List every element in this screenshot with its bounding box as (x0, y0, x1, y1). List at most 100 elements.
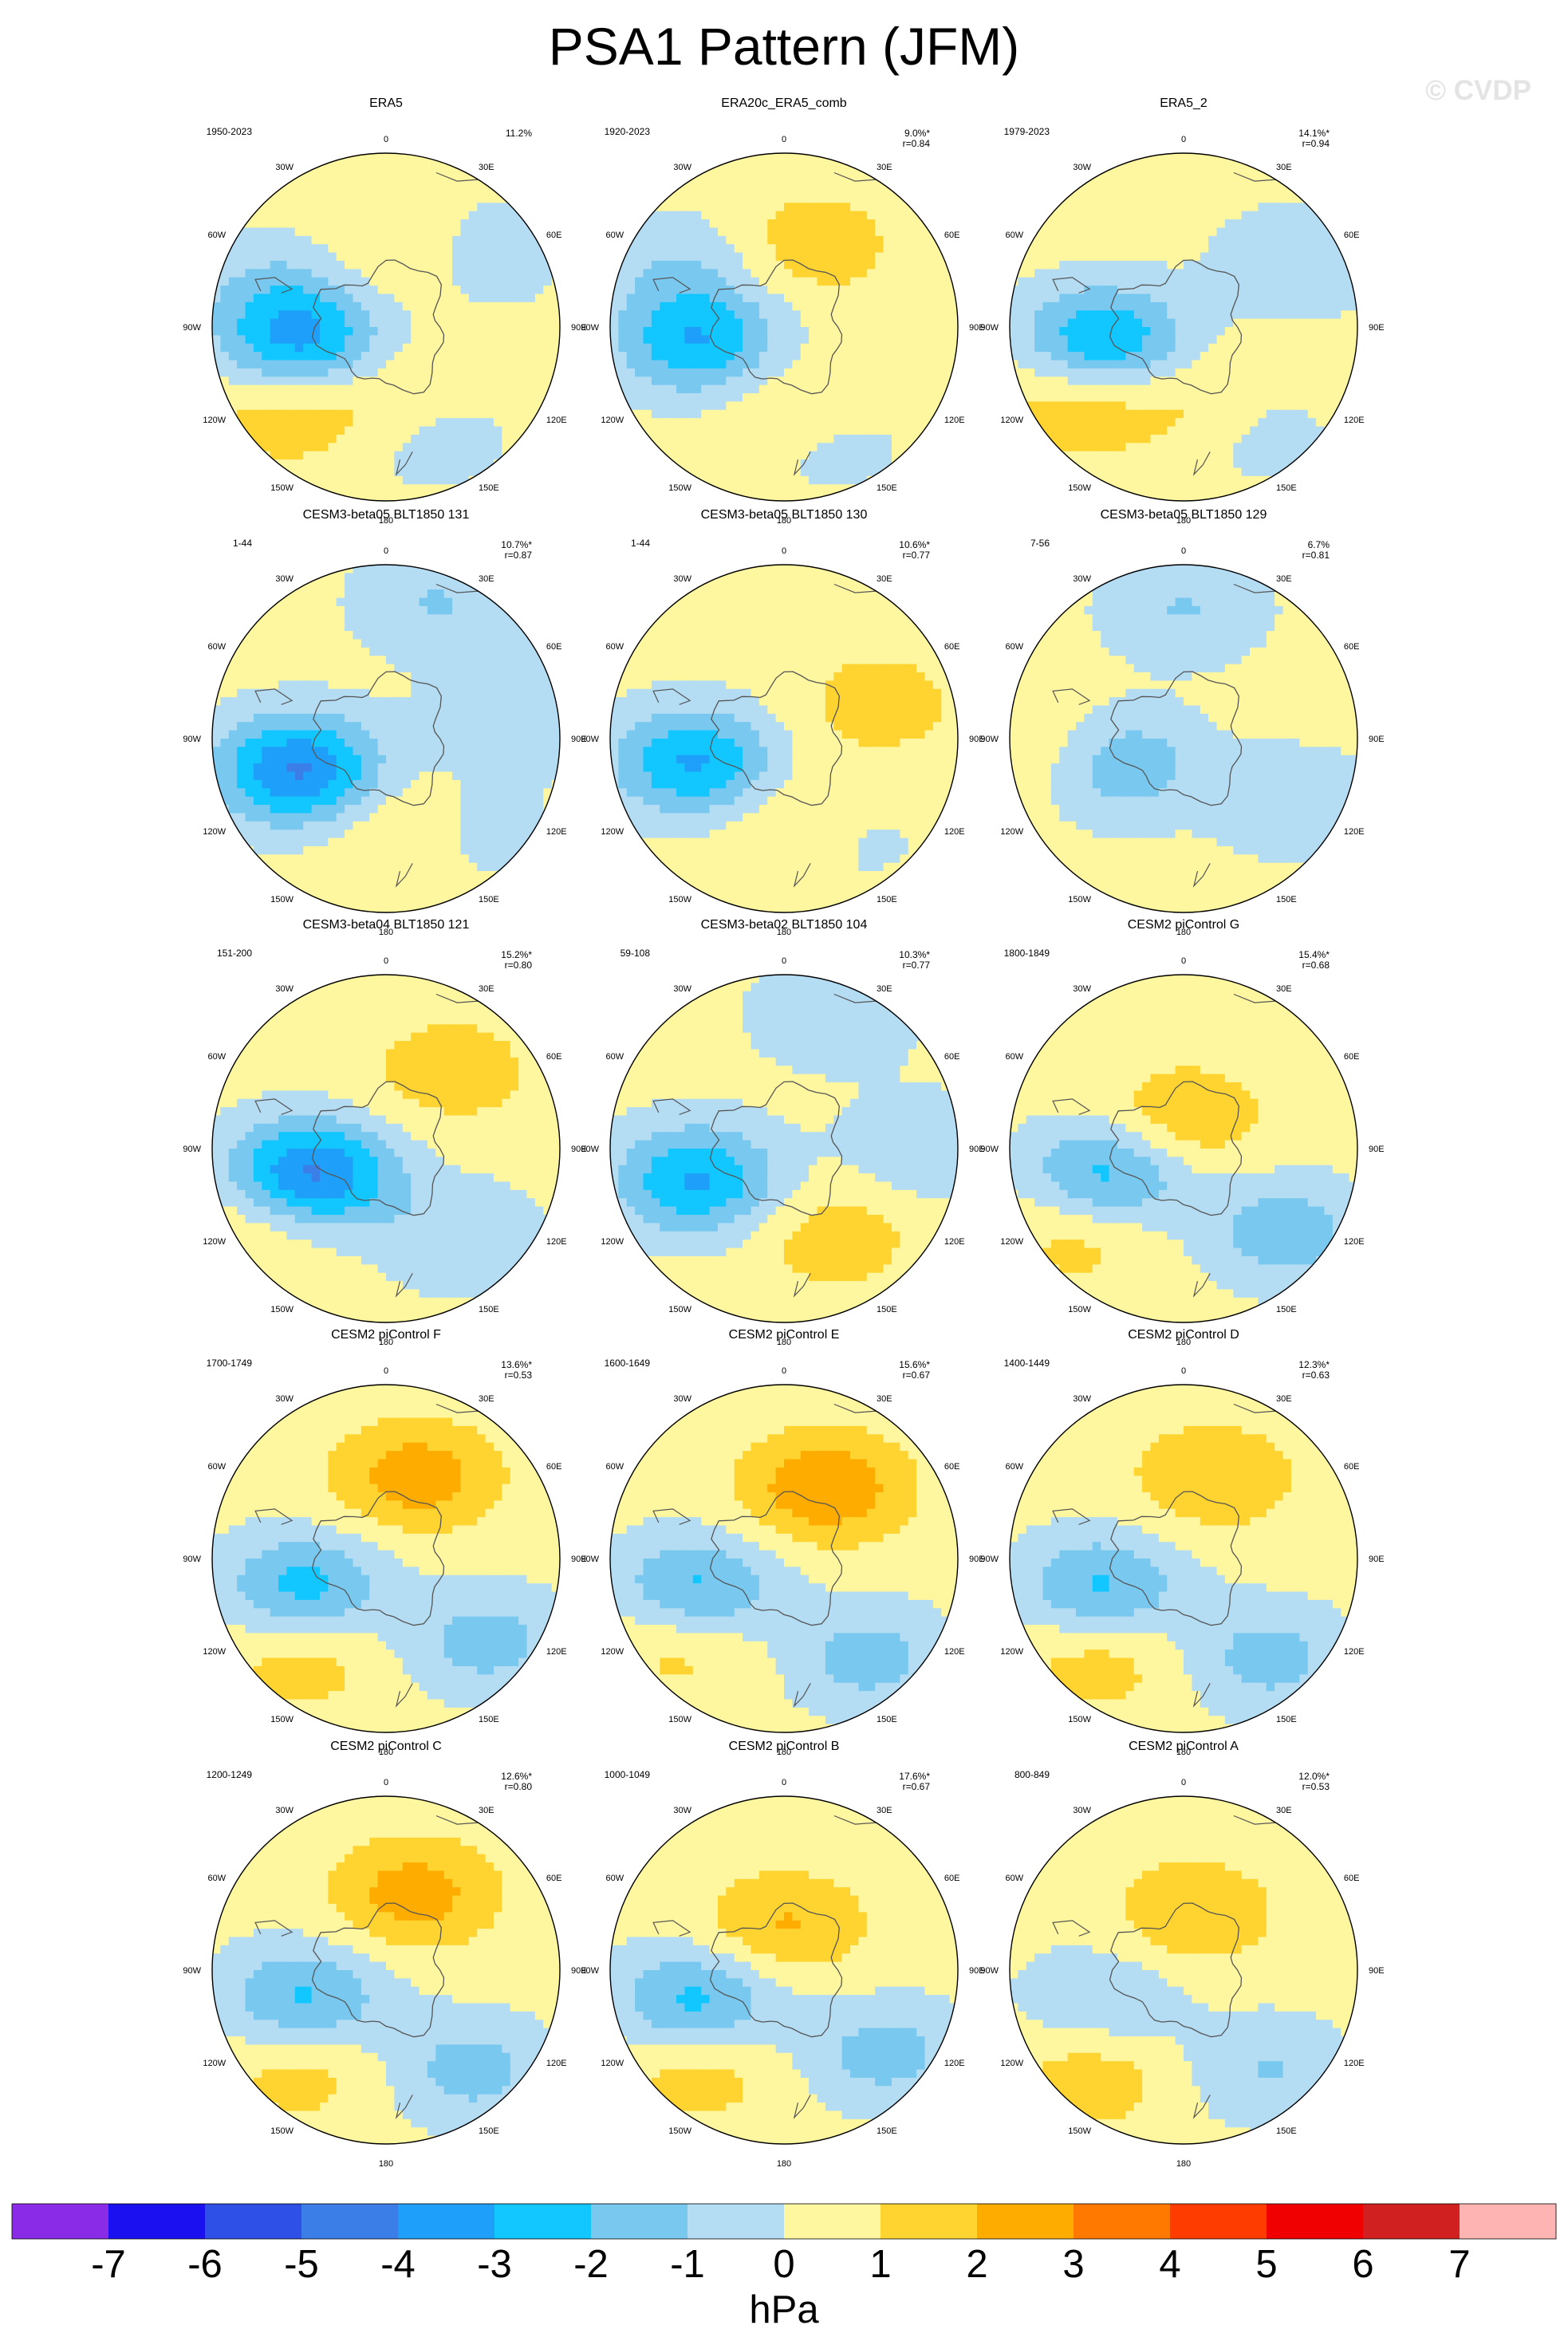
heatmap-cell (345, 368, 354, 377)
heatmap-cell (743, 409, 752, 419)
heatmap-cell (360, 443, 370, 452)
heatmap-cell (1150, 277, 1160, 286)
heatmap-cell (784, 219, 793, 229)
heatmap-cell (850, 286, 860, 295)
heatmap-cell (758, 426, 768, 435)
heatmap-cell (1266, 203, 1275, 212)
heatmap-cell (1290, 203, 1300, 212)
heatmap-cell (1233, 244, 1243, 254)
heatmap-cell (212, 194, 221, 203)
heatmap-cell (377, 409, 387, 419)
heatmap-cell (1076, 376, 1085, 386)
heatmap-cell (949, 161, 958, 171)
heatmap-cell (751, 393, 760, 403)
heatmap-cell (1125, 161, 1135, 171)
heatmap-cell (1184, 310, 1192, 320)
heatmap-cell (245, 286, 254, 295)
heatmap-cell (1010, 343, 1018, 353)
heatmap-cell (386, 244, 395, 254)
heatmap-cell (493, 252, 502, 262)
heatmap-cell (1076, 352, 1085, 361)
heatmap-cell (1274, 235, 1284, 245)
heatmap-cell (1241, 244, 1251, 254)
heatmap-cell (1018, 153, 1027, 162)
heatmap-cell (908, 194, 917, 203)
heatmap-cell (394, 376, 404, 386)
heatmap-cell (1042, 352, 1052, 361)
heatmap-cell (1076, 409, 1085, 419)
heatmap-cell (1224, 335, 1234, 345)
heatmap-cell (850, 161, 860, 171)
heatmap-cell (237, 443, 246, 452)
heatmap-cell (660, 294, 669, 303)
heatmap-cell (908, 409, 917, 419)
heatmap-cell (237, 260, 246, 270)
heatmap-cell (1117, 384, 1126, 394)
heatmap-cell (1092, 426, 1101, 435)
heatmap-cell (1092, 310, 1101, 320)
heatmap-cell (825, 269, 834, 278)
heatmap-cell (1018, 335, 1027, 345)
heatmap-cell (1316, 301, 1326, 311)
heatmap-cell (817, 393, 826, 403)
heatmap-cell (427, 409, 436, 419)
heatmap-cell (866, 294, 876, 303)
heatmap-cell (941, 434, 951, 443)
heatmap-cell (891, 384, 900, 394)
heatmap-cell (452, 409, 462, 419)
heatmap-cell (1150, 368, 1160, 377)
heatmap-cell (328, 194, 337, 203)
heatmap-cell (916, 318, 926, 328)
heatmap-cell (1034, 227, 1044, 237)
heatmap-cell (345, 434, 354, 443)
heatmap-cell (1175, 294, 1184, 303)
heatmap-cell (1184, 260, 1192, 270)
heatmap-cell (1282, 368, 1292, 377)
heatmap-cell (1125, 301, 1135, 311)
heatmap-cell (850, 318, 860, 328)
heatmap-cell (1290, 368, 1300, 377)
heatmap-cell (1258, 409, 1267, 419)
heatmap-cell (311, 211, 321, 220)
heatmap-cell (468, 294, 478, 303)
heatmap-cell (526, 434, 536, 443)
heatmap-cell (303, 401, 313, 411)
heatmap-cell (270, 244, 279, 254)
heatmap-cell (676, 310, 686, 320)
heatmap-cell (377, 203, 387, 212)
heatmap-cell (825, 235, 834, 245)
heatmap-cell (1034, 260, 1044, 270)
heatmap-cell (543, 451, 553, 460)
heatmap-cell (775, 318, 785, 328)
heatmap-cell (709, 269, 719, 278)
heatmap-cell (411, 178, 420, 187)
heatmap-cell (692, 384, 702, 394)
heatmap-cell (1324, 401, 1334, 411)
heatmap-cell (311, 343, 321, 353)
heatmap-cell (1158, 368, 1168, 377)
heatmap-cell (212, 401, 221, 411)
heatmap-cell (734, 384, 743, 394)
heatmap-cell (485, 260, 494, 270)
heatmap-cell (1233, 269, 1243, 278)
heatmap-cell (1241, 294, 1251, 303)
heatmap-cell (717, 418, 727, 428)
heatmap-cell (817, 211, 826, 220)
lon-label: 90E (969, 323, 985, 333)
heatmap-cell (212, 294, 221, 303)
heatmap-cell (676, 286, 686, 295)
heatmap-cell (468, 269, 478, 278)
heatmap-cell (443, 426, 453, 435)
heatmap-cell (1274, 203, 1284, 212)
heatmap-cell (734, 244, 743, 254)
heatmap-cell (502, 235, 511, 245)
heatmap-cell (510, 475, 519, 485)
heatmap-cell (841, 203, 851, 212)
heatmap-cell (493, 169, 502, 179)
heatmap-cell (328, 343, 337, 353)
heatmap-cell (908, 310, 917, 320)
heatmap-cell (1109, 335, 1118, 345)
heatmap-cell (510, 418, 519, 428)
heatmap-cell (1133, 368, 1143, 377)
